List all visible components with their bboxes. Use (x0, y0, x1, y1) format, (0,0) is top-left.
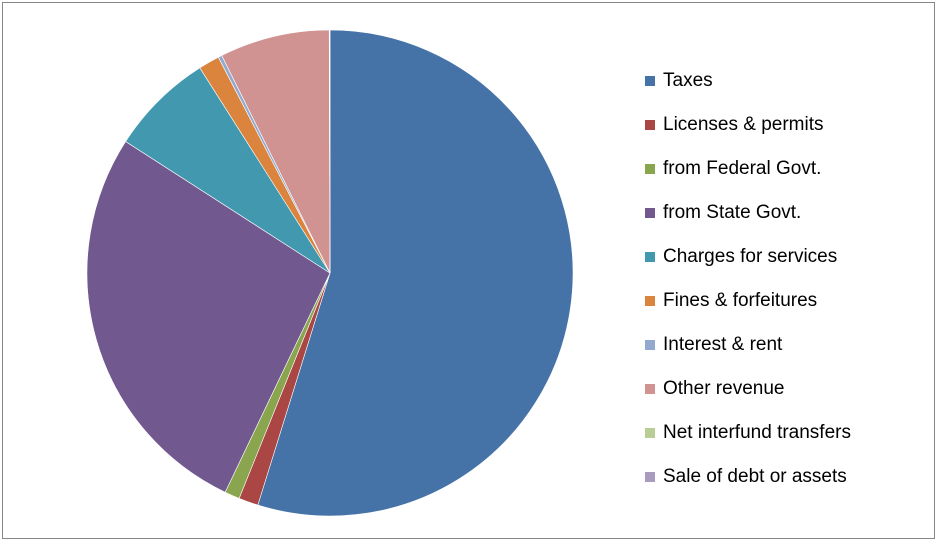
pie-slice-other-revenue (221, 29, 331, 274)
legend-swatch-federal-govt (645, 164, 655, 174)
legend-item-fines-forfeitures: Fines & forfeitures (645, 279, 851, 323)
legend-label-state-govt: from State Govt. (663, 202, 802, 223)
legend-swatch-state-govt (645, 208, 655, 218)
legend-swatch-sale-debt-assets (645, 472, 655, 482)
legend-swatch-charges-services (645, 252, 655, 262)
legend-label-licenses-permits: Licenses & permits (663, 114, 824, 135)
legend-swatch-taxes (645, 76, 655, 86)
legend-item-interest-rent: Interest & rent (645, 323, 851, 367)
pie-chart (86, 29, 574, 517)
legend-swatch-licenses-permits (645, 120, 655, 130)
legend-swatch-net-interfund-transfers (645, 428, 655, 438)
legend-item-sale-debt-assets: Sale of debt or assets (645, 455, 851, 499)
legend-item-licenses-permits: Licenses & permits (645, 103, 851, 147)
legend: Taxes Licenses & permits from Federal Go… (645, 59, 851, 499)
legend-item-taxes: Taxes (645, 59, 851, 103)
legend-label-other-revenue: Other revenue (663, 378, 785, 399)
pie-slice-taxes (257, 29, 574, 517)
legend-swatch-interest-rent (645, 340, 655, 350)
legend-item-charges-services: Charges for services (645, 235, 851, 279)
pie-slice-from-state-govt (86, 141, 331, 493)
legend-label-interest-rent: Interest & rent (663, 334, 783, 355)
legend-item-net-interfund-transfers: Net interfund transfers (645, 411, 851, 455)
legend-item-other-revenue: Other revenue (645, 367, 851, 411)
legend-label-fines-forfeitures: Fines & forfeitures (663, 290, 818, 311)
legend-item-federal-govt: from Federal Govt. (645, 147, 851, 191)
legend-label-sale-debt-assets: Sale of debt or assets (663, 466, 847, 487)
legend-label-net-interfund-transfers: Net interfund transfers (663, 422, 851, 443)
legend-swatch-fines-forfeitures (645, 296, 655, 306)
pie-slice-charges-for-services (125, 67, 331, 274)
legend-label-taxes: Taxes (663, 70, 713, 91)
legend-item-state-govt: from State Govt. (645, 191, 851, 235)
legend-label-federal-govt: from Federal Govt. (663, 158, 822, 179)
legend-label-charges-services: Charges for services (663, 246, 838, 267)
legend-swatch-other-revenue (645, 384, 655, 394)
